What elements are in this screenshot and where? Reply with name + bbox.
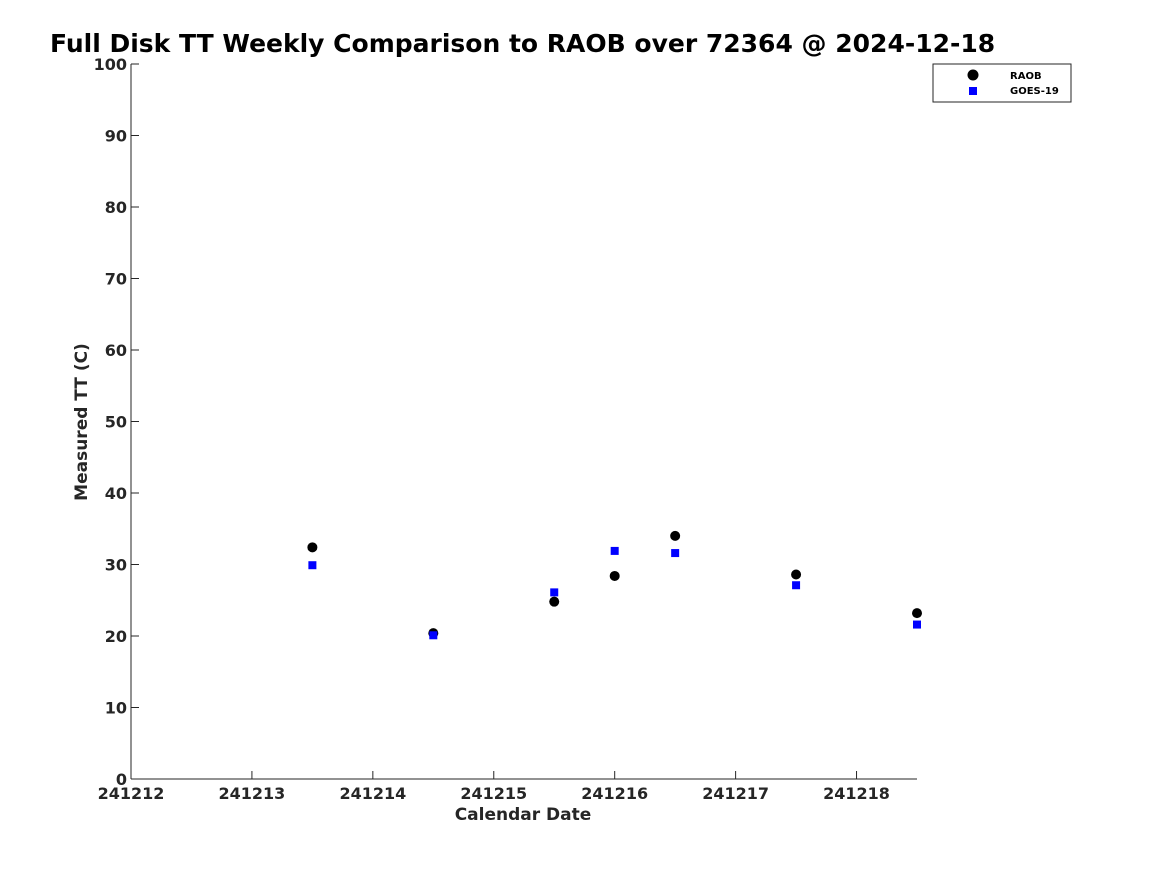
y-tick-label: 20 xyxy=(105,627,127,646)
raob-point xyxy=(912,608,922,619)
chart-title: Full Disk TT Weekly Comparison to RAOB o… xyxy=(50,29,995,58)
legend: RAOB GOES-19 xyxy=(932,63,1072,103)
x-tick-label: 241216 xyxy=(581,784,648,803)
raob-point xyxy=(307,542,318,553)
goes-19-point xyxy=(308,561,317,570)
goes-19-point xyxy=(671,549,680,558)
raob-point xyxy=(609,570,620,581)
x-tick-label: 241214 xyxy=(339,784,406,803)
data-points xyxy=(307,530,922,640)
goes-19-point xyxy=(913,620,921,629)
x-tick-label: 241218 xyxy=(823,784,890,803)
y-tick-label: 0 xyxy=(116,770,127,789)
goes-19-point xyxy=(792,581,801,590)
legend-box xyxy=(932,63,1072,103)
y-axis-label: Measured TT (C) xyxy=(72,343,92,501)
y-tick-label: 50 xyxy=(105,413,127,432)
y-ticks: 0 10 20 30 40 50 60 70 80 90 100 xyxy=(94,55,139,789)
goes-19-point xyxy=(550,588,559,597)
y-tick-label: 100 xyxy=(94,55,127,74)
x-tick-label: 241217 xyxy=(702,784,769,803)
x-tick-label: 241215 xyxy=(460,784,527,803)
y-tick-label: 10 xyxy=(105,699,127,718)
y-tick-label: 60 xyxy=(105,341,127,360)
goes-19-point xyxy=(610,546,619,555)
legend-raob-label: RAOB xyxy=(1010,71,1042,82)
x-tick-label: 241213 xyxy=(219,784,286,803)
legend-goes-label: GOES-19 xyxy=(1010,86,1059,97)
raob-point xyxy=(670,530,681,541)
raob-point xyxy=(791,569,802,580)
x-axis-label: Calendar Date xyxy=(455,805,592,825)
legend-goes-marker xyxy=(969,87,977,95)
y-tick-label: 30 xyxy=(105,556,127,575)
y-tick-label: 80 xyxy=(105,198,127,217)
y-tick-label: 40 xyxy=(105,484,127,503)
x-tick-label: 241212 xyxy=(98,784,165,803)
raob-point xyxy=(549,596,560,607)
y-tick-label: 90 xyxy=(105,127,127,146)
x-ticks: 241212 241213 241214 241215 241216 241217 2412… xyxy=(98,771,890,803)
y-tick-label: 70 xyxy=(105,270,127,289)
legend-raob-marker xyxy=(967,69,979,81)
goes-19-point xyxy=(429,631,438,640)
